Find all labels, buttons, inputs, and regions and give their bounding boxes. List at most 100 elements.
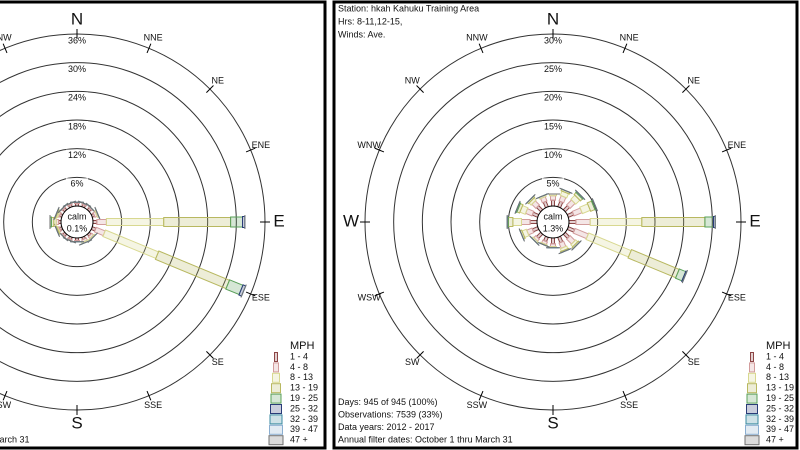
ring-label: 18% [68, 121, 86, 131]
ring-label-bg [66, 178, 88, 190]
ring-label: 12% [68, 150, 86, 160]
petal-segment [230, 216, 243, 228]
petal-segment [87, 232, 99, 244]
calm-circle [536, 205, 570, 239]
ring-label-bg [542, 92, 564, 104]
legend-label: 47 + [766, 435, 784, 445]
direction-label: SSW [0, 400, 12, 410]
ring-label-bg [66, 149, 88, 161]
petal-segment [551, 237, 555, 245]
ring-label: 24% [68, 93, 86, 103]
direction-label: ENE [728, 140, 747, 150]
direction-tick [206, 85, 214, 93]
ring-label: 25% [544, 64, 562, 74]
legend-swatch [273, 362, 279, 373]
direction-tick [416, 351, 424, 359]
ring-label: 6% [70, 179, 83, 189]
ring-label-bg [66, 121, 88, 132]
legend-swatch [749, 362, 755, 373]
legend-label: 19 - 25 [766, 393, 794, 403]
legend-swatch [747, 383, 757, 394]
direction-label: SSE [144, 400, 162, 410]
petal-segment [507, 217, 514, 227]
petal-segment [105, 218, 165, 226]
direction-tick [478, 390, 484, 401]
direction-tick [721, 291, 732, 297]
ring [479, 148, 627, 296]
direction-tick [682, 351, 690, 359]
petal-segment [521, 219, 531, 225]
petal-segment [163, 217, 232, 227]
direction-label: S [547, 413, 558, 432]
ring-label: 5% [546, 179, 559, 189]
direction-tick [682, 85, 690, 93]
legend-swatch [745, 414, 759, 425]
legend-swatch [746, 393, 758, 404]
petal-segment [571, 240, 582, 251]
header-text: Winds: Ave. [338, 29, 385, 39]
legend-label: 8 - 13 [766, 372, 789, 382]
legend-label: 4 - 8 [766, 362, 784, 372]
legend-swatch [744, 435, 760, 446]
legend-label: 25 - 32 [290, 403, 318, 413]
ring-label-bg [542, 178, 564, 190]
legend-swatch [269, 424, 283, 435]
petal-segment [551, 199, 555, 207]
ring-label-bg [542, 149, 564, 161]
direction-label: E [749, 211, 760, 230]
ring-label-bg [542, 121, 564, 132]
ring-label: 10% [544, 150, 562, 160]
ring [0, 62, 237, 382]
direction-tick [245, 147, 256, 153]
direction-label: ESE [728, 293, 746, 303]
petal-segment [589, 218, 643, 226]
header-text: Station: hkah Kahuku Training Area [338, 3, 479, 13]
direction-label: ESE [252, 293, 270, 303]
footer-text: March 31 [0, 434, 30, 444]
legend-swatch [269, 414, 283, 425]
calm-circle [60, 205, 94, 239]
petal-segment [535, 192, 549, 200]
legend-label: 32 - 39 [290, 414, 318, 424]
direction-tick [206, 351, 214, 359]
ring-label: 30% [544, 35, 562, 45]
petal-segment [568, 220, 577, 224]
petal-segment [558, 247, 572, 255]
header-text: Hrs: 8-11,12-15, [338, 16, 402, 26]
legend-label: 1 - 4 [766, 351, 784, 361]
ring-label: 36% [68, 35, 86, 45]
legend-swatch [270, 393, 282, 404]
direction-tick [721, 147, 732, 153]
petal-segment [550, 195, 556, 201]
petal-segment [518, 228, 525, 242]
legend-label: 4 - 8 [290, 362, 308, 372]
direction-tick [478, 43, 484, 54]
legend-label: 13 - 19 [766, 383, 794, 393]
petal-segment [559, 187, 573, 194]
legend-swatch [746, 404, 758, 414]
petal-segment [512, 218, 522, 226]
petal-segment [62, 237, 77, 244]
calm-value: 0.1% [67, 223, 88, 233]
petal-segment [536, 241, 551, 248]
petal-segment [525, 194, 536, 205]
legend-swatch [270, 404, 282, 414]
ring-label-bg [66, 63, 88, 75]
footer-text: Data years: 2012 - 2017 [338, 422, 435, 432]
petal-segment [96, 219, 107, 225]
direction-label: E [273, 211, 284, 230]
direction-label: NNE [620, 33, 639, 43]
petal-segment [77, 200, 92, 207]
direction-tick [245, 291, 256, 297]
legend-label: 47 + [290, 435, 308, 445]
ring [31, 176, 123, 268]
direction-label: N [71, 9, 83, 28]
legend-label: 39 - 47 [290, 424, 318, 434]
direction-label: NNE [144, 33, 163, 43]
ring [3, 148, 151, 296]
direction-label: NW [405, 76, 420, 86]
direction-tick [622, 390, 628, 401]
ring-label-bg [66, 35, 88, 46]
ring-label-bg [542, 35, 564, 46]
petal-segment [641, 217, 706, 227]
